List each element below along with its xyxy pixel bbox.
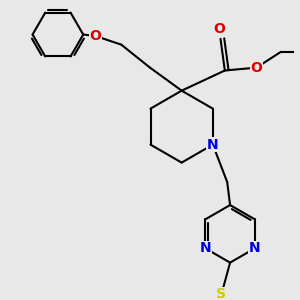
Text: S: S [216, 287, 226, 300]
Text: N: N [207, 138, 219, 152]
Text: O: O [250, 61, 262, 75]
Text: O: O [213, 22, 225, 36]
Text: O: O [89, 29, 101, 43]
Text: N: N [249, 241, 261, 255]
Text: N: N [199, 241, 211, 255]
